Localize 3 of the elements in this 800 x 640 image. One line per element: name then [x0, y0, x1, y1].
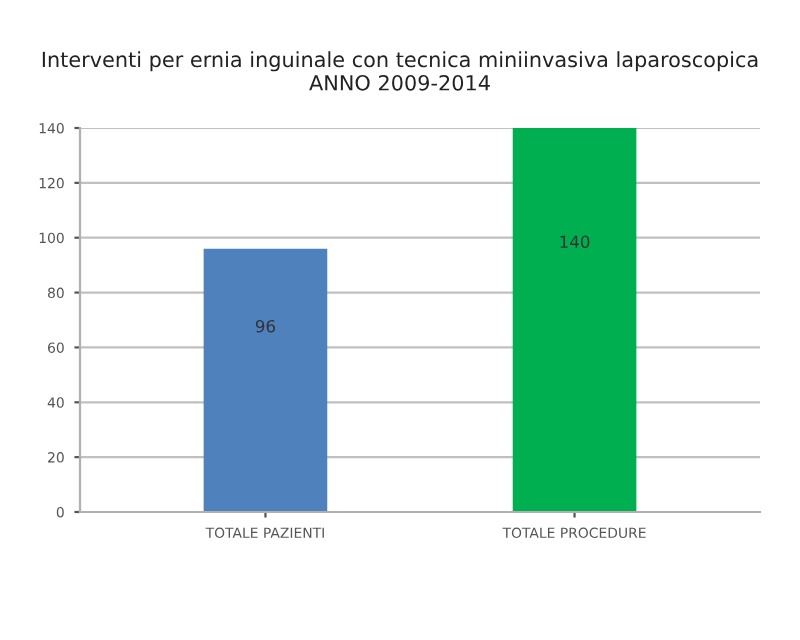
- data-label: 140: [560, 235, 590, 249]
- chart-title: Interventi per ernia inguinale con tecnica miniinvasiva laparoscopica ANNO 2009-2014: [42, 51, 758, 91]
- data-label: 96: [255, 319, 276, 333]
